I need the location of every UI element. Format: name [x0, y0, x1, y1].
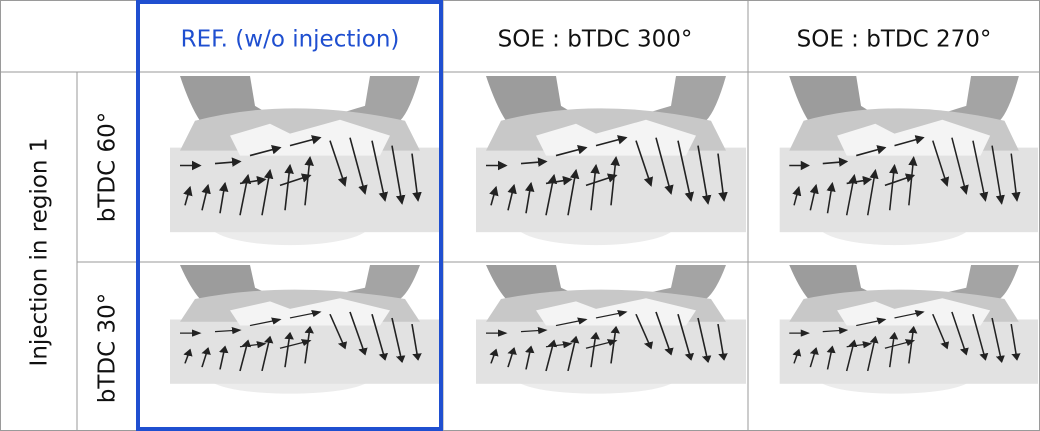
- column-header: REF. (w/o injection): [181, 27, 400, 53]
- group-label: Injection in region 1: [27, 138, 53, 367]
- row-label: bTDC 60°: [95, 112, 121, 223]
- column-header: SOE : bTDC 300°: [498, 27, 693, 53]
- figure: REF. (w/o injection) SOE : bTDC 300° SOE…: [0, 0, 1040, 431]
- row-label: bTDC 30°: [95, 293, 121, 404]
- column-header: SOE : bTDC 270°: [797, 27, 992, 53]
